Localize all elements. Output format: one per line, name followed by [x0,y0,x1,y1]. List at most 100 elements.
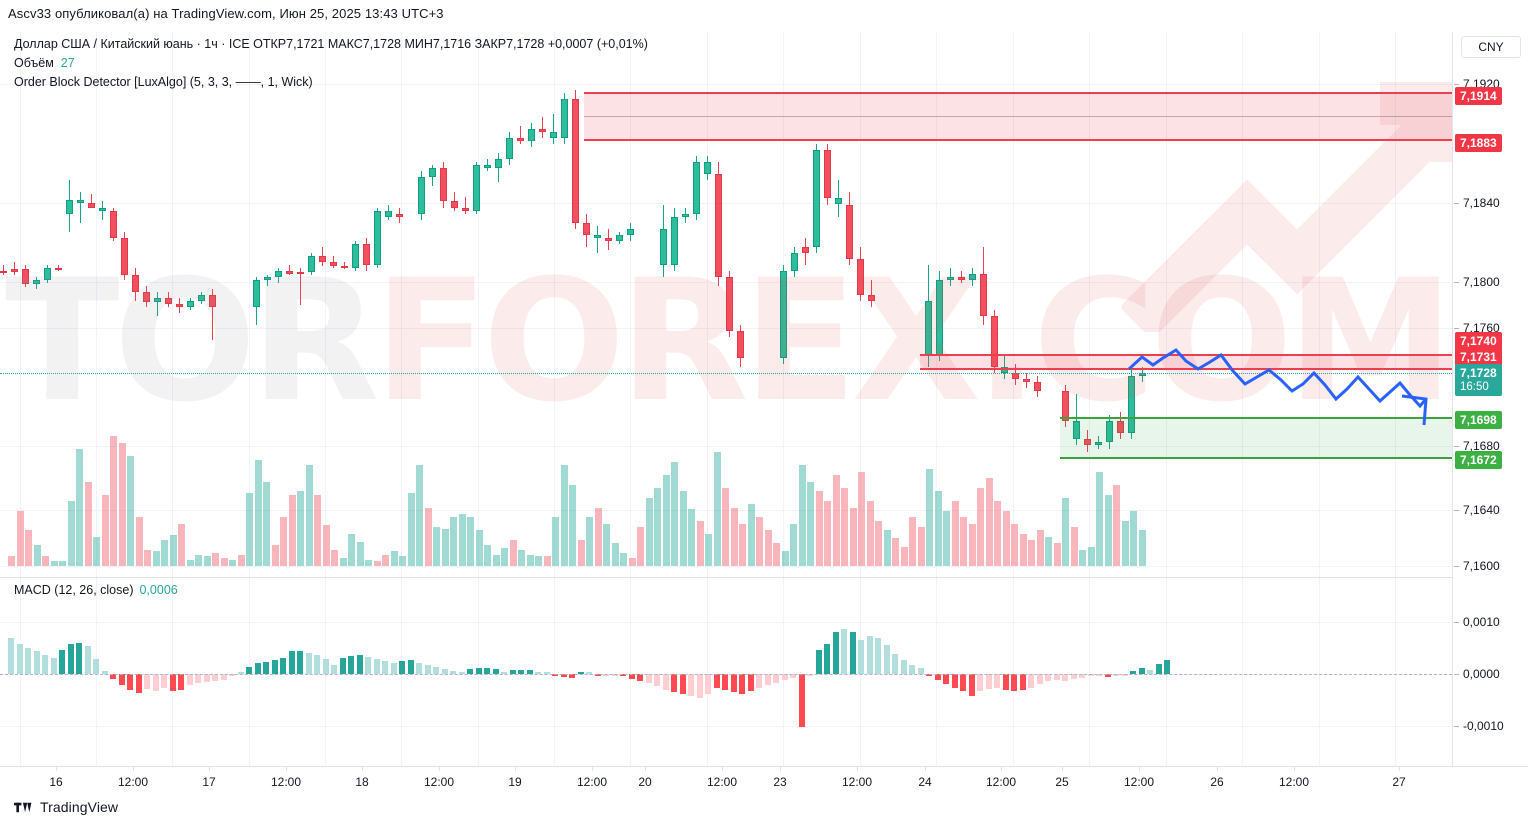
price-label-badge[interactable]: 7,1672 [1455,451,1502,469]
macd-bar [110,674,116,679]
macd-bar [1096,674,1102,676]
price-label-time: 16:50 [1460,381,1489,393]
price-tick-label: 7,1800 [1463,275,1500,289]
macd-bar [1139,668,1145,674]
macd-bar [926,674,932,677]
time-tick-label: 16 [49,775,63,789]
macd-pane[interactable] [0,578,1452,766]
time-tick-label: 12:00 [270,775,302,789]
candle-body [791,252,798,271]
time-tick-mark [286,767,287,771]
candle-body [715,174,722,277]
macd-bar [93,658,99,674]
volume-bar [391,551,398,566]
macd-bar [1011,674,1017,691]
candle-wick [91,193,92,208]
macd-bar [952,674,958,688]
price-label-value: 7,1740 [1460,334,1497,348]
macd-bar [102,670,108,674]
time-tick-mark [857,767,858,771]
macd-bar [144,674,150,689]
macd-bar [1071,674,1077,679]
currency-badge[interactable]: CNY [1461,36,1521,58]
volume-bar [756,517,763,566]
candle-body [209,294,216,307]
candle-body [627,228,634,235]
volume-bar [1096,471,1103,566]
price-label-badge[interactable]: 7,1731 [1455,348,1502,366]
macd-bar [450,670,456,674]
order-block-zone[interactable] [584,93,1452,140]
macd-bar [816,650,822,674]
grid-line [249,32,250,578]
macd-bar [1164,659,1170,674]
candle-wick [961,270,962,283]
volume-bar [680,491,687,566]
volume-bar [1079,549,1086,566]
volume-bar [170,535,177,566]
volume-bar [1139,530,1146,566]
price-axis[interactable]: CNY 7,1920 7,1840 7,1800 7,1760 7,1680 7,1640… [1452,32,1528,766]
macd-bar [875,638,881,674]
tick-dash [1454,282,1459,283]
candle-body [517,138,524,142]
time-tick-mark [592,767,593,771]
order-block-zone[interactable] [1060,418,1452,458]
candle-wick [14,261,15,276]
candle-body [561,99,568,139]
macd-bar [187,674,193,686]
volume-bar [841,488,848,566]
time-tick-mark [56,767,57,771]
price-label-badge[interactable]: 7,1914 [1455,87,1502,105]
tick-dash [1454,446,1459,447]
macd-bar [986,674,992,689]
order-block-edge [920,367,1452,370]
grid-line [0,726,1452,727]
macd-bar [212,674,218,682]
price-tick-label: 7,1600 [1463,559,1500,573]
macd-bar [467,669,473,674]
macd-bar [841,629,847,674]
macd-bar [459,672,465,674]
macd-bar [654,674,660,687]
grid-line [783,578,784,766]
price-label-value: 7,1883 [1460,136,1497,150]
price-label-badge[interactable]: 7,1740 [1455,332,1502,350]
time-tick-label: 12:00 [841,775,873,789]
time-tick-label: 12:00 [985,775,1017,789]
order-block-zone[interactable] [920,355,1452,369]
candle-body [165,297,172,304]
candle-body [88,202,95,208]
macd-bar [280,657,286,674]
time-axis[interactable]: 16 12:00 17 12:00 18 12:00 19 12:00 20 12:00 23 12:… [0,766,1528,796]
volume-bar [1028,540,1035,566]
volume-bar [663,475,670,566]
macd-bar [59,650,65,674]
grid-line [707,32,708,578]
candle-wick [157,291,158,316]
price-label-badge[interactable]: 7,1698 [1455,411,1502,429]
candle-body [616,234,623,241]
price-tick: 7,1800 [1454,275,1500,289]
macd-bar [790,674,796,678]
main-price-pane[interactable]: TORFOREX.COM [0,32,1452,578]
macd-bar [705,674,711,695]
price-label-badge[interactable]: 7,1728 16:50 [1455,364,1502,396]
price-label-badge[interactable]: 7,1883 [1455,134,1502,152]
volume-bar [569,484,576,566]
price-tick: 7,1680 [1454,439,1500,453]
volume-bar [17,510,24,566]
volume-bar [935,491,942,566]
volume-bar [297,491,304,566]
candle-wick [333,255,334,268]
volume-bar [816,491,823,566]
price-label-value: 7,1672 [1460,453,1497,467]
macd-bar [884,644,890,674]
volume-bar [654,488,661,566]
candle-body [396,213,403,217]
macd-bar [535,671,541,674]
candle-body [682,213,689,217]
tradingview-logo-icon [14,802,32,812]
macd-bar [603,674,609,677]
candle-body [969,273,976,280]
